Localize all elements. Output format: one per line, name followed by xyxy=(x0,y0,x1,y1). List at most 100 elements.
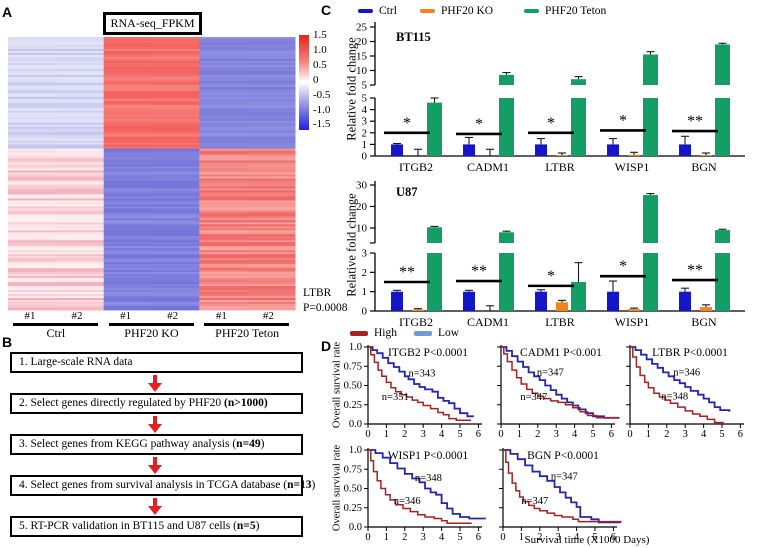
heatmap-cell xyxy=(247,216,296,219)
heatmap-cell xyxy=(247,90,296,94)
heatmap-cell xyxy=(103,296,152,299)
svg-text:10: 10 xyxy=(356,65,368,77)
heatmap-cell xyxy=(8,136,57,139)
heatmap-cell xyxy=(247,284,296,287)
heatmap-cell xyxy=(199,154,248,157)
km-title: ITGB2 P<0.0001 xyxy=(388,347,468,359)
km-plot-ltbr: 0 1 2 3 4 5 6 LTBR P<0.0001 n=346 n=348 xyxy=(626,345,744,440)
heatmap-cell xyxy=(199,258,248,261)
bar-teton-lower xyxy=(499,253,514,311)
heatmap-cell xyxy=(8,308,57,311)
heatmap-cell xyxy=(103,272,152,275)
bar-group-cadm1: * xyxy=(456,71,514,156)
heatmap-cell xyxy=(8,88,57,92)
heatmap-cell xyxy=(8,234,57,237)
heatmap-cell xyxy=(103,238,152,241)
heatmap-cell xyxy=(8,118,57,122)
bar-ko xyxy=(556,155,568,156)
heatmap-cell xyxy=(8,190,57,193)
heatmap-cell xyxy=(199,224,248,227)
axes xyxy=(629,345,744,425)
heatmap-cell xyxy=(103,166,152,169)
heatmap-cell xyxy=(55,120,105,124)
heatmap-cell xyxy=(151,262,200,265)
colorbar-tick: 0.5 xyxy=(313,58,327,71)
heatmap-cell xyxy=(103,276,152,279)
heatmap-cell xyxy=(247,112,296,116)
heatmap-cell xyxy=(199,226,248,229)
heatmap-cell xyxy=(55,280,105,283)
heatmap-cell xyxy=(103,218,152,221)
heatmap-cell xyxy=(199,160,248,163)
heatmap-cell xyxy=(247,178,296,181)
heatmap-cell xyxy=(55,208,105,211)
heatmap-cell xyxy=(247,160,296,163)
heatmap-cell xyxy=(199,188,248,191)
heatmap-cell xyxy=(103,82,152,86)
y-tick-label: 1.0 xyxy=(349,342,362,353)
heatmap-cell xyxy=(247,60,296,64)
heatmap-cell xyxy=(247,106,296,110)
heatmap-cell xyxy=(103,216,152,219)
heatmap-cell xyxy=(8,70,57,74)
heatmap-cell xyxy=(199,112,248,116)
heatmap-cell xyxy=(247,116,296,120)
heatmap-cell xyxy=(151,96,200,100)
heatmap-cell xyxy=(199,272,248,275)
heatmap-cell xyxy=(8,288,57,291)
heatmap-cell xyxy=(199,228,248,231)
heatmap-cell xyxy=(103,120,152,124)
heatmap-cell xyxy=(151,222,200,225)
heatmap-cell xyxy=(199,178,248,181)
flow-step-3: 3. Select genes from KEGG pathway analys… xyxy=(10,434,303,455)
heatmap-cell xyxy=(247,37,296,40)
heatmap-cell xyxy=(8,202,57,205)
heatmap-cell xyxy=(8,284,57,287)
heatmap-cell xyxy=(103,262,152,265)
heatmap-cell xyxy=(55,288,105,291)
axes xyxy=(500,345,615,425)
heatmap-cell xyxy=(55,62,105,66)
heatmap-cell xyxy=(8,122,57,126)
heatmap-cell xyxy=(199,130,248,134)
heatmap-cell xyxy=(8,66,57,70)
heatmap-cell xyxy=(151,170,200,173)
heatmap-cell xyxy=(151,200,200,203)
heatmap-cell xyxy=(247,96,296,100)
km-curve-low xyxy=(368,449,486,520)
heatmap-cell xyxy=(199,49,248,52)
x-tick-label: 5 xyxy=(719,429,724,440)
heatmap-cell xyxy=(8,196,57,199)
group-label: PHF20 Teton xyxy=(215,326,280,340)
heatmap-cell xyxy=(247,88,296,92)
category-label: LTBR xyxy=(545,160,575,174)
heatmap-cell xyxy=(151,98,200,102)
heatmap-cell xyxy=(151,252,200,255)
km-plot-itgb2: 0 1 2 3 4 5 6 0.0 0.25 0.50 0.75 1.0 ITGB2 P<0.0001 n… xyxy=(344,342,482,440)
km-curve-high xyxy=(368,346,471,421)
heatmap-cell xyxy=(103,180,152,183)
heatmap-cell xyxy=(103,112,152,116)
heatmap-cell xyxy=(199,186,248,189)
heatmap-cell xyxy=(247,66,296,70)
heatmap-cell xyxy=(8,264,57,267)
heatmap-cell xyxy=(103,178,152,181)
heatmap-cell xyxy=(55,270,105,273)
heatmap-cell xyxy=(8,236,57,239)
heatmap-cell xyxy=(55,170,105,173)
heatmap-cell xyxy=(199,204,248,207)
heatmap-cell xyxy=(247,288,296,291)
heatmap-cell xyxy=(55,284,105,287)
sig-asterisk: ** xyxy=(399,264,415,281)
heatmap-cell xyxy=(151,256,200,259)
heatmap-cell xyxy=(199,102,248,106)
heatmap-cell xyxy=(8,94,57,98)
heatmap-cell xyxy=(199,198,248,201)
colorbar-tick: 1.0 xyxy=(313,43,327,56)
bar-ctrl xyxy=(391,144,403,156)
heatmap-cell xyxy=(199,252,248,255)
heatmap-cell xyxy=(103,114,152,118)
x-tick-label: 6 xyxy=(476,532,481,543)
heatmap-cell xyxy=(247,43,296,46)
high-swatch xyxy=(350,330,368,336)
